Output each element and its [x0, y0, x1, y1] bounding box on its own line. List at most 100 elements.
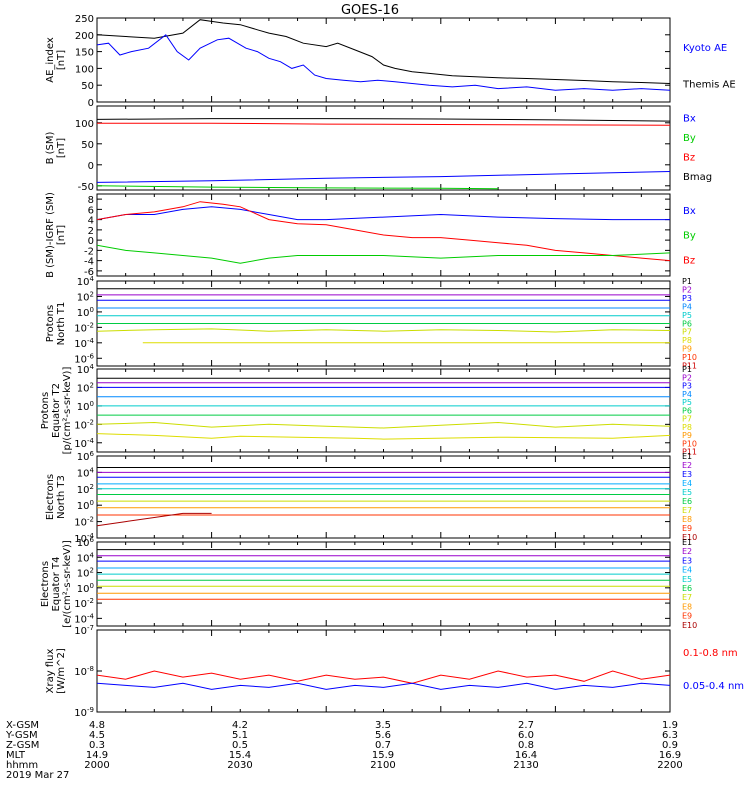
y-tick-label: 100	[75, 119, 94, 130]
legend-entry-e5: E5	[682, 488, 692, 497]
y-tick-label: 106	[77, 450, 95, 463]
y-tick-label: 200	[75, 31, 94, 42]
y-tick-label: 100	[75, 64, 94, 75]
legend-entry-e7: E7	[682, 593, 692, 602]
panel-bsm: -50 0 50 100 B (SM) [nT] Bx By Bz Bmag	[45, 105, 712, 193]
ephemeris-value: 2200	[657, 760, 682, 771]
y-tick-label: 102	[77, 567, 94, 580]
ephemeris-value: 2.7	[518, 720, 534, 731]
legend-entry-e8: E8	[682, 602, 692, 611]
ephemeris-value: 4.2	[232, 720, 248, 731]
y-tick-label: 10-2	[74, 321, 94, 334]
y-axis-label: North T1	[56, 302, 67, 346]
legend-entry-e1: E1	[682, 452, 692, 461]
series-line-p7	[97, 421, 670, 429]
y-tick-label: 10-4	[74, 337, 94, 350]
series-line-kyoto-ae	[97, 34, 670, 91]
legend-entry-e9: E9	[682, 612, 692, 621]
legend-entry-bz: Bz	[683, 153, 695, 164]
panel-frame	[96, 541, 671, 627]
legend-entry-p11: P11	[682, 362, 697, 371]
legend-entry-p2: P2	[682, 285, 692, 294]
series-line-bz	[97, 201, 670, 262]
y-tick-label: 10-2	[74, 418, 94, 431]
ephemeris-value: 6.0	[518, 730, 534, 741]
ephemeris-value: 3.5	[375, 720, 391, 731]
y-axis-label: [W/m^2]	[56, 648, 67, 694]
legend-entry-p6: P6	[682, 319, 692, 328]
y-tick-label: 102	[77, 483, 94, 496]
legend-entry-e6: E6	[682, 584, 692, 593]
panel-ee: 106 104 102 100 10-2 10-4 Electrons Equator T4[…	[40, 536, 697, 630]
legend-entry-p2: P2	[682, 373, 692, 382]
y-axis-label: [nT]	[56, 50, 67, 70]
y-tick-label: 250	[75, 14, 94, 25]
y-tick-label: 8	[88, 195, 94, 206]
y-tick-label: 6	[88, 205, 94, 216]
y-tick-label: 10-9	[74, 706, 94, 719]
y-axis-label: Equator T2	[51, 383, 62, 438]
legend-entry-e4: E4	[682, 566, 692, 575]
ephemeris-value: 2000	[84, 760, 109, 771]
legend-entry-p6: P6	[682, 406, 692, 415]
y-axis-label: [nT]	[56, 138, 67, 158]
legend-entry-e10: E10	[682, 621, 697, 630]
figure-title: GOES-16	[341, 3, 399, 18]
legend-entry-p4: P4	[682, 390, 692, 399]
y-axis-label: [nT]	[56, 225, 67, 245]
panel-pe: 104 102 100 10-2 10-4 Protons Equator T2 [p/(cm…	[40, 363, 697, 457]
legend-entry-p8: P8	[682, 423, 692, 432]
y-tick-label: 10-4	[74, 437, 94, 450]
y-axis-label: Protons	[45, 305, 56, 342]
ephemeris-row-label: MLT	[6, 750, 26, 761]
ephemeris-value: 2030	[227, 760, 252, 771]
ephemeris-row-label: X-GSM	[6, 720, 39, 731]
y-tick-label: 10-6	[74, 352, 94, 365]
legend-entry-by: By	[683, 231, 696, 242]
legend-entry-e3: E3	[682, 470, 692, 479]
legend-entry-p5: P5	[682, 398, 692, 407]
legend-entry-bmag: Bmag	[683, 172, 712, 183]
y-tick-label: -50	[78, 182, 94, 193]
ephemeris-value: 0.5	[232, 740, 248, 751]
y-axis-label: Xray flux	[45, 649, 56, 694]
legend-entry-p9: P9	[682, 345, 692, 354]
legend-entry-p10: P10	[682, 353, 697, 362]
series-line-bx	[97, 206, 670, 221]
y-tick-label: 10-2	[74, 516, 94, 529]
ephemeris-value: 2100	[370, 760, 395, 771]
legend-entry-by: By	[683, 133, 696, 144]
series-line-e10	[97, 512, 212, 527]
legend-entry-e7: E7	[682, 506, 692, 515]
ephemeris-value: 0.7	[375, 740, 391, 751]
legend-entry-p5: P5	[682, 311, 692, 320]
series-line-bmag	[97, 118, 670, 122]
series-line-by	[97, 244, 670, 264]
y-tick-label: 50	[81, 81, 94, 92]
ephemeris-value: 14.9	[86, 750, 108, 761]
legend-entry-p1: P1	[682, 277, 692, 286]
y-tick-label: 0	[88, 161, 94, 172]
legend-entry-e2: E2	[682, 547, 692, 556]
legend-entry-p8: P8	[682, 336, 692, 345]
y-axis-label: [e/(cm²-s-sr-keV)]	[62, 540, 73, 628]
ephemeris-row-label: hhmm	[6, 760, 38, 771]
legend-entry-bx: Bx	[683, 206, 696, 217]
legend-entry-0-05-0-4-nm: 0.05-0.4 nm	[683, 681, 744, 692]
ephemeris-value: 6.3	[662, 730, 678, 741]
ephemeris-value: 16.4	[515, 750, 537, 761]
y-axis-label: B (SM)-IGRF (SM)	[45, 192, 56, 278]
legend-entry-p3: P3	[682, 382, 692, 391]
legend-entry-p9: P9	[682, 431, 692, 440]
y-tick-label: 106	[77, 536, 95, 549]
legend-entry-p10: P10	[682, 439, 697, 448]
y-axis-label: Electrons	[45, 474, 56, 520]
y-tick-label: 10-4	[74, 532, 94, 545]
series-line-p8	[97, 433, 670, 440]
legend-entry-e3: E3	[682, 556, 692, 565]
legend-entry-e9: E9	[682, 524, 692, 533]
series-line-0-1-0-8-nm	[97, 670, 670, 684]
